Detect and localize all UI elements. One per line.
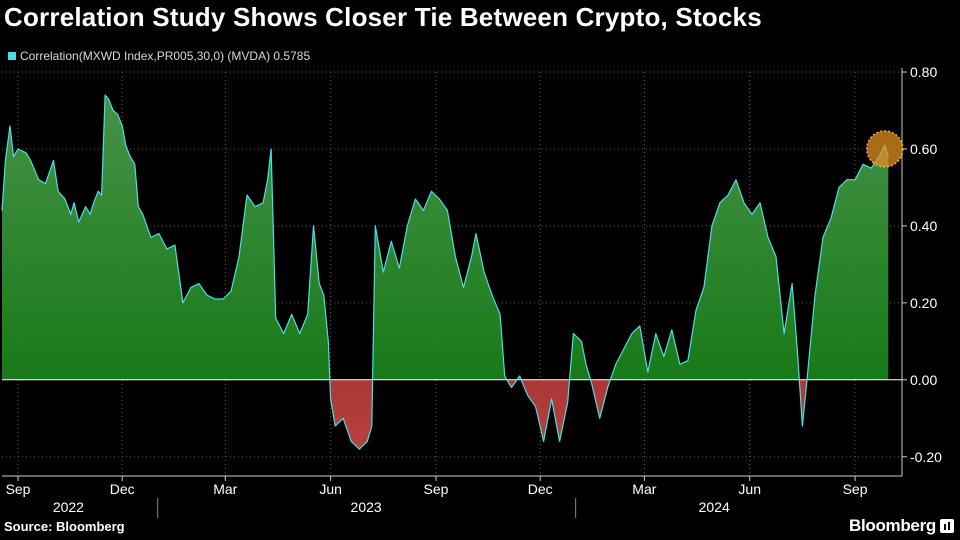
highlight-layer xyxy=(866,130,904,168)
y-tick-label: 0.80 xyxy=(910,64,937,80)
brand-logo: Bloomberg xyxy=(849,516,954,536)
x-tick-label: Sep xyxy=(6,481,31,497)
x-tick-label: Mar xyxy=(213,481,237,497)
year-label: 2024 xyxy=(699,499,730,515)
axes: 0.80 0.60 0.40 0.20 0.00 -0.20 Sep Dec Mar Jun Sep… xyxy=(2,64,942,518)
x-tick-label: Sep xyxy=(424,481,449,497)
legend-swatch xyxy=(8,52,16,60)
y-tick-label: 0.60 xyxy=(910,141,937,157)
year-label: 2022 xyxy=(53,499,84,515)
x-tick-label: Jun xyxy=(319,481,342,497)
bloomberg-icon xyxy=(940,519,954,533)
legend-label: Correlation(MXWD Index,PR005,30,0) (MVDA… xyxy=(20,49,311,63)
x-tick-label: Jun xyxy=(738,481,761,497)
brand-name: Bloomberg xyxy=(848,516,936,535)
area-layer xyxy=(1,94,902,450)
positive-area xyxy=(2,95,889,380)
highlight-circle xyxy=(866,130,904,168)
x-tick-label: Mar xyxy=(632,481,656,497)
y-tick-label: 0.40 xyxy=(910,218,937,234)
x-tick-label: Dec xyxy=(110,481,135,497)
y-tick-label: 0.20 xyxy=(910,295,937,311)
chart-title: Correlation Study Shows Closer Tie Betwe… xyxy=(4,2,762,32)
x-tick-label: Sep xyxy=(843,481,868,497)
y-tick-label: -0.20 xyxy=(910,449,942,465)
legend: Correlation(MXWD Index,PR005,30,0) (MVDA… xyxy=(8,49,310,63)
series-line xyxy=(1,94,889,450)
x-tick-label: Dec xyxy=(528,481,553,497)
source-note: Source: Bloomberg xyxy=(4,519,125,534)
y-tick-label: 0.00 xyxy=(910,372,937,388)
year-label: 2023 xyxy=(351,499,382,515)
